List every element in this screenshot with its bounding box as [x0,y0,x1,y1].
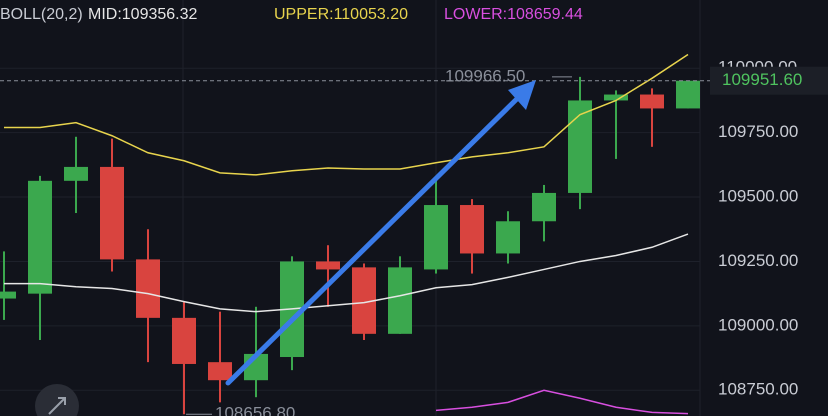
last-price-box [710,66,828,95]
candle-body [0,291,16,299]
legend-label: MID:109356.32 [88,6,198,23]
drawn-arrow [225,80,536,386]
legend-label: LOWER:108659.44 [444,6,583,23]
candle-body [568,100,592,193]
candle-body [136,259,160,318]
candle-body [460,205,484,254]
legend-label: BOLL(20,2) [0,6,83,23]
candle-body [676,80,700,109]
arrow-line [225,85,531,386]
y-tick-label: 109500.00 [718,187,798,206]
icon-glyph [48,397,66,415]
candle-body [316,261,340,270]
y-tick-label: 109000.00 [718,315,798,334]
candle-body [532,192,556,222]
y-tick-label: 109250.00 [718,251,798,270]
band-line [4,53,689,176]
last-price-label: 109951.60 [722,70,802,89]
band-line [4,233,689,313]
icon-bg[interactable] [35,384,79,416]
candle-body [604,94,628,101]
candle-body [640,94,664,109]
y-tick-label: 109750.00 [718,122,798,141]
band-line [435,389,689,415]
candle-body [208,362,232,381]
toolbar-icon[interactable] [35,384,79,416]
high-marker-label: 109966.50 [445,66,525,85]
arrow-head [508,80,536,110]
candle-body [424,205,448,270]
candle-body [496,221,520,254]
candle-body [388,267,412,334]
plot [0,53,710,415]
legend-label: UPPER:110053.20 [274,6,408,23]
candle-body [28,180,52,294]
candle-body [64,166,88,181]
y-tick-label: 108750.00 [718,380,798,399]
candle-body [172,317,196,364]
candle-body [100,166,124,260]
low-marker-label: 108656.80 [215,404,295,416]
